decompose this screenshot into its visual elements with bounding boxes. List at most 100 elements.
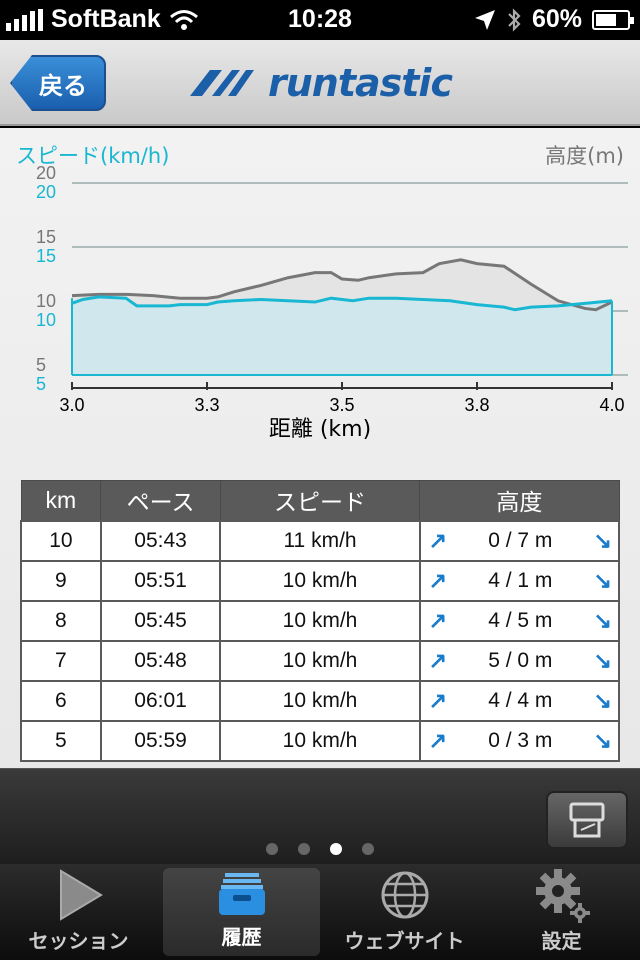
row-altitude: ↗ 4 / 1 m ↘	[418, 559, 621, 602]
ascent-arrow-icon: ↗	[428, 567, 448, 593]
table-row: 5 05:59 10 km/h ↗ 0 / 3 m ↘	[20, 719, 621, 762]
x-tick-label: 3.0	[59, 395, 84, 415]
header-km: km	[20, 480, 102, 521]
row-altitude: ↗ 4 / 4 m ↘	[418, 679, 621, 722]
speed-axis-title: スピード(km/h)	[16, 144, 170, 168]
row-altitude: ↗ 4 / 5 m ↘	[418, 599, 621, 642]
split-table: km ペース スピード 高度 10 05:43 11 km/h ↗ 0 / 7 m ↘ 9 0…	[20, 480, 621, 762]
row-km: 10	[20, 519, 102, 562]
x-tick-label: 4.0	[599, 395, 624, 415]
row-altitude: ↗ 5 / 0 m ↘	[418, 639, 621, 682]
page-dot[interactable]	[362, 843, 374, 855]
brand-name: runtastic	[268, 61, 453, 105]
altitude-axis-title: 高度(m)	[545, 144, 624, 168]
table-row: 10 05:43 11 km/h ↗ 0 / 7 m ↘	[20, 519, 621, 562]
page-dot[interactable]	[266, 843, 278, 855]
altitude-tick-label: 15	[36, 227, 56, 247]
descent-arrow-icon: ↘	[593, 567, 612, 593]
back-button[interactable]: 戻る	[10, 55, 106, 111]
tab-settings[interactable]: 設定	[483, 864, 640, 960]
descent-arrow-icon: ↘	[593, 607, 612, 633]
row-pace: 06:01	[99, 679, 222, 722]
location-arrow-icon	[474, 9, 495, 30]
tab-label: 履歴	[221, 925, 262, 949]
row-pace: 05:43	[99, 519, 222, 562]
bluetooth-icon	[508, 7, 521, 32]
gear-icon	[532, 865, 592, 925]
altitude-value: 5 / 0 m	[488, 648, 553, 672]
altitude-tick-label: 20	[36, 163, 56, 183]
descent-arrow-icon: ↘	[593, 647, 612, 673]
row-speed: 10 km/h	[219, 599, 421, 642]
speed-altitude-chart: 20 15 10 5 20 15 10 5 3.0 3.3 3.5 3.8 4.0	[36, 163, 628, 415]
row-speed: 10 km/h	[219, 639, 421, 682]
page-dot[interactable]	[298, 843, 310, 855]
carrier-name: SoftBank	[51, 5, 161, 33]
row-pace: 05:59	[99, 719, 222, 762]
ascent-arrow-icon: ↗	[428, 527, 448, 553]
altitude-value: 0 / 7 m	[488, 528, 553, 552]
battery-fill	[596, 13, 617, 26]
descent-arrow-icon: ↘	[593, 527, 612, 553]
page-dot[interactable]	[330, 843, 342, 855]
battery-icon	[592, 9, 634, 30]
tab-session[interactable]: セッション	[0, 864, 157, 960]
descent-arrow-icon: ↘	[593, 727, 612, 753]
table-header-row: km ペース スピード 高度	[20, 480, 620, 521]
speed-tick-label: 20	[36, 182, 56, 202]
row-speed: 11 km/h	[219, 519, 421, 562]
inbox-tray-icon	[215, 867, 269, 921]
descent-arrow-icon: ↘	[593, 687, 612, 713]
row-km: 5	[20, 719, 102, 762]
altitude-value: 4 / 4 m	[488, 688, 553, 712]
table-row: 7 05:48 10 km/h ↗ 5 / 0 m ↘	[20, 639, 621, 682]
table-row: 8 05:45 10 km/h ↗ 4 / 5 m ↘	[20, 599, 621, 642]
speed-line	[71, 295, 613, 312]
altitude-value: 4 / 5 m	[488, 608, 553, 632]
row-pace: 05:48	[99, 639, 222, 682]
row-speed: 10 km/h	[219, 719, 421, 762]
navigation-bar: 戻る runtastic	[0, 40, 640, 126]
row-km: 8	[20, 599, 102, 642]
header-pace: ペース	[100, 480, 221, 521]
ascent-arrow-icon: ↗	[428, 687, 448, 713]
speed-tick-label: 5	[36, 374, 46, 394]
x-tick-label: 3.5	[329, 395, 354, 415]
brand-logo: runtastic	[188, 60, 453, 106]
tab-website[interactable]: ウェブサイト	[326, 864, 483, 960]
tab-label: ウェブサイト	[344, 929, 465, 953]
ascent-arrow-icon: ↗	[428, 607, 448, 633]
speed-tick-label: 15	[36, 246, 56, 266]
row-pace: 05:45	[99, 599, 222, 642]
row-altitude: ↗ 0 / 7 m ↘	[418, 519, 621, 562]
tab-bar: セッション 履歴 ウェブサイト 設定	[0, 864, 640, 960]
row-altitude: ↗ 0 / 3 m ↘	[418, 719, 621, 762]
altitude-tick-label: 10	[36, 291, 56, 311]
table-row: 9 05:51 10 km/h ↗ 4 / 1 m ↘	[20, 559, 621, 602]
tab-label: 設定	[541, 929, 582, 953]
x-axis-title: 距離 (km)	[268, 417, 372, 442]
altitude-line	[71, 258, 613, 312]
row-pace: 05:51	[99, 559, 222, 602]
export-icon	[569, 802, 605, 838]
bottom-toolbar	[0, 768, 640, 864]
tab-history[interactable]: 履歴	[163, 868, 320, 956]
table-row: 6 06:01 10 km/h ↗ 4 / 4 m ↘	[20, 679, 621, 722]
session-detail: スピード(km/h) 高度(m) 20 15 10 5 20 15 10 5 3.0 3.3 3.5…	[0, 128, 640, 768]
row-speed: 10 km/h	[219, 559, 421, 602]
altitude-tick-label: 5	[36, 355, 46, 375]
row-speed: 10 km/h	[219, 679, 421, 722]
altitude-value: 0 / 3 m	[488, 728, 553, 752]
carrier-group: SoftBank	[6, 5, 199, 34]
header-speed: スピード	[219, 480, 421, 521]
export-button[interactable]	[546, 791, 628, 849]
header-altitude: 高度	[419, 480, 620, 521]
x-tick-label: 3.3	[194, 395, 219, 415]
row-km: 6	[20, 679, 102, 722]
altitude-value: 4 / 1 m	[488, 568, 553, 592]
wifi-icon	[169, 9, 198, 30]
speed-area	[72, 296, 612, 375]
signal-icon	[6, 8, 43, 31]
status-bar: SoftBank 10:28 60%	[0, 0, 640, 40]
clock: 10:28	[288, 5, 352, 33]
